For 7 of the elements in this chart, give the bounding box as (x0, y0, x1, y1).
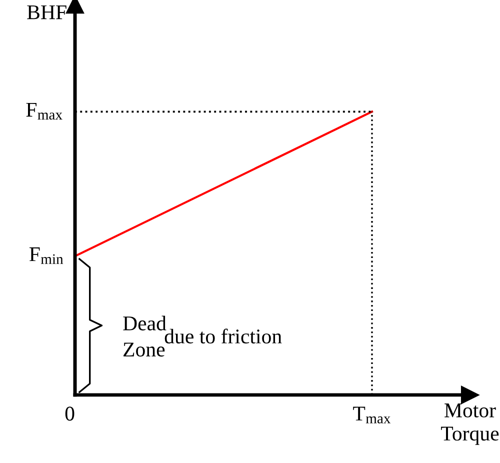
annotation: F$_{min}$ (29, 247, 64, 264)
x-tick-label: T$_{max}$ (353, 406, 391, 424)
x-axis-title: Motor Torque (441, 404, 499, 445)
x-tick-label: 0 (65, 406, 74, 421)
y-axis-title: BHF (27, 5, 66, 20)
annotation: due to friction (164, 328, 282, 344)
ref-line-label: F$_{max}$ (26, 102, 62, 120)
